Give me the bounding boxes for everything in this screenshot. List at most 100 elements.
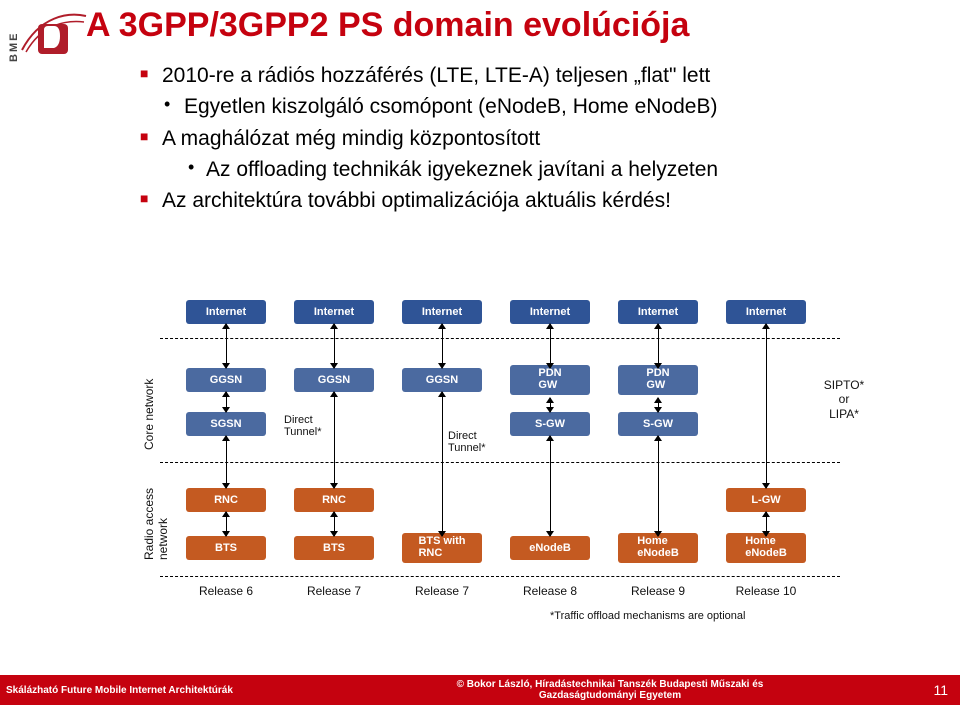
bullet-1a: Egyetlen kiszolgáló csomópont (eNodeB, H… (140, 93, 920, 120)
arrowhead-icon (330, 391, 338, 397)
column-1: Internet GGSN RNC BTS Direct Tunnel* Release … (282, 300, 386, 610)
arrowhead-icon (546, 435, 554, 441)
arrowhead-icon (330, 323, 338, 329)
university-logo: BME (6, 6, 86, 86)
right-label-sipto: SIPTO* or LIPA* (818, 378, 870, 421)
node-box: PDN GW (510, 365, 590, 395)
bullet-3: Az architektúra további optimalizációja … (140, 187, 920, 214)
footer-left: Skálázható Future Mobile Internet Archit… (0, 685, 320, 696)
column-0: Internet GGSN SGSN RNC BTS Release 6 (174, 300, 278, 610)
bullet-1: 2010-re a rádiós hozzáférés (LTE, LTE-A)… (140, 62, 920, 89)
arrowhead-icon (654, 435, 662, 441)
release-label: Release 9 (606, 584, 710, 598)
node-box: BTS with RNC (402, 533, 482, 563)
arrowhead-icon (546, 397, 554, 403)
direct-tunnel-label: Direct Tunnel* (448, 430, 486, 454)
arrowhead-icon (654, 397, 662, 403)
bullet-list: 2010-re a rádiós hozzáférés (LTE, LTE-A)… (140, 62, 920, 218)
note-offload: *Traffic offload mechanisms are optional (550, 610, 745, 622)
node-box: BTS (186, 536, 266, 560)
bullet-2: A maghálózat még mindig központosított (140, 125, 920, 152)
connector (658, 324, 659, 368)
column-5: InternetL-GWHome eNodeBRelease 10 (714, 300, 818, 610)
arrowhead-icon (546, 363, 554, 369)
arrowhead-icon (222, 511, 230, 517)
arrowhead-icon (438, 531, 446, 537)
release-label: Release 10 (714, 584, 818, 598)
architecture-diagram: Core network Radio access network Intern… (130, 300, 870, 650)
arrowhead-icon (222, 363, 230, 369)
arrowhead-icon (762, 531, 770, 537)
arrowhead-icon (438, 391, 446, 397)
node-box: GGSN (402, 368, 482, 392)
vlabel-core: Core network (142, 379, 156, 450)
connector (658, 436, 659, 536)
arrowhead-icon (762, 483, 770, 489)
connector (334, 324, 335, 368)
node-box: RNC (294, 488, 374, 512)
arrowhead-icon (222, 323, 230, 329)
arrowhead-icon (762, 511, 770, 517)
connector (442, 324, 443, 368)
release-label: Release 7 (390, 584, 494, 598)
footer-page-number: 11 (900, 682, 960, 698)
arrowhead-icon (330, 483, 338, 489)
node-box: Internet (186, 300, 266, 324)
node-box: PDN GW (618, 365, 698, 395)
bullet-2a: Az offloading technikák igyekeznek javít… (140, 156, 920, 183)
connector (442, 392, 443, 536)
connector (550, 436, 551, 536)
node-box: BTS (294, 536, 374, 560)
node-box: Internet (726, 300, 806, 324)
node-box: RNC (186, 488, 266, 512)
node-box: Internet (618, 300, 698, 324)
arrowhead-icon (330, 363, 338, 369)
node-box: Home eNodeB (618, 533, 698, 563)
release-label: Release 6 (174, 584, 278, 598)
node-box: GGSN (294, 368, 374, 392)
arrowhead-icon (438, 363, 446, 369)
column-2: Internet GGSN BTS with RNC Direct Tunnel* Re… (390, 300, 494, 610)
logo-text: BME (8, 32, 20, 62)
node-box: eNodeB (510, 536, 590, 560)
node-box: Internet (510, 300, 590, 324)
direct-tunnel-label: Direct Tunnel* (284, 414, 322, 438)
arrowhead-icon (546, 531, 554, 537)
footer-center-1: © Bokor László, Híradástechnikai Tanszék… (320, 679, 900, 690)
arrowhead-icon (222, 407, 230, 413)
arrowhead-icon (546, 407, 554, 413)
release-label: Release 8 (498, 584, 602, 598)
node-box: S-GW (510, 412, 590, 436)
arrowhead-icon (546, 323, 554, 329)
vlabel-ran: Radio access network (142, 488, 170, 560)
column-3: Internet PDN GW S-GW eNodeB Release 8 (498, 300, 602, 610)
node-box: GGSN (186, 368, 266, 392)
footer-center: © Bokor László, Híradástechnikai Tanszék… (320, 679, 900, 701)
node-box: Internet (402, 300, 482, 324)
node-box: L-GW (726, 488, 806, 512)
arrowhead-icon (222, 531, 230, 537)
release-label: Release 7 (282, 584, 386, 598)
column-4: Internet PDN GW S-GW Home eNodeB Release 9 (606, 300, 710, 610)
node-box: S-GW (618, 412, 698, 436)
node-box: Internet (294, 300, 374, 324)
logo-swoosh-icon (20, 6, 90, 62)
arrowhead-icon (438, 323, 446, 329)
arrowhead-icon (654, 407, 662, 413)
slide: BME A 3GPP/3GPP2 PS domain evolúciója 20… (0, 0, 960, 705)
slide-title: A 3GPP/3GPP2 PS domain evolúciója (86, 6, 689, 45)
connector (334, 392, 335, 488)
arrowhead-icon (222, 391, 230, 397)
arrowhead-icon (762, 323, 770, 329)
connector (226, 324, 227, 368)
arrowhead-icon (222, 435, 230, 441)
arrowhead-icon (654, 531, 662, 537)
arrowhead-icon (654, 323, 662, 329)
connector (550, 324, 551, 368)
connector (226, 436, 227, 488)
arrowhead-icon (654, 363, 662, 369)
arrowhead-icon (330, 511, 338, 517)
arrowhead-icon (222, 483, 230, 489)
node-box: SGSN (186, 412, 266, 436)
connector (766, 324, 767, 488)
